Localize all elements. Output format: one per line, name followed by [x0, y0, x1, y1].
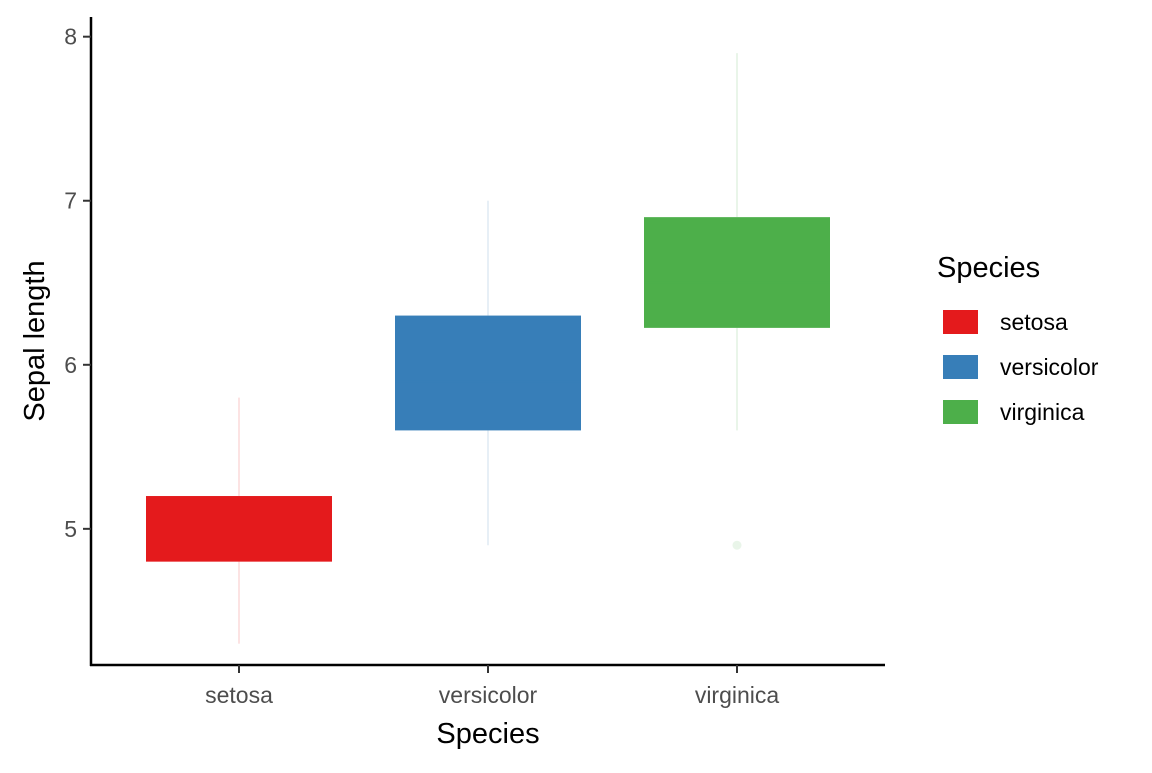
x-tick-label-versicolor: versicolor	[439, 682, 538, 708]
box-virginica	[644, 217, 830, 328]
legend: Species setosa versicolor virginica	[937, 252, 1099, 425]
box-group-versicolor	[395, 200, 581, 546]
box-versicolor	[395, 315, 581, 431]
y-tick-label-5: 5	[64, 516, 77, 542]
legend-key-virginica	[943, 400, 978, 424]
x-tick-label-virginica: virginica	[695, 682, 780, 708]
y-tick-label-7: 7	[64, 188, 77, 214]
legend-key-versicolor	[943, 355, 978, 379]
outlier-point-virginica-0	[732, 540, 742, 550]
legend-title: Species	[937, 252, 1040, 284]
box-group-setosa	[146, 397, 332, 644]
x-tick-label-setosa: setosa	[205, 682, 273, 708]
y-axis-title: Sepal length	[19, 260, 51, 421]
box-group-virginica	[644, 53, 830, 550]
plot-marks	[146, 53, 830, 644]
y-tick-label-6: 6	[64, 352, 77, 378]
legend-label-versicolor: versicolor	[1000, 354, 1099, 380]
legend-key-setosa	[943, 310, 978, 334]
y-tick-label-8: 8	[64, 24, 77, 50]
x-axis-title: Species	[436, 718, 539, 750]
legend-label-virginica: virginica	[1000, 399, 1085, 425]
axes: 5 6 7 8 setosa versicolor virginica Species Sepa…	[19, 17, 885, 750]
legend-label-setosa: setosa	[1000, 309, 1068, 335]
